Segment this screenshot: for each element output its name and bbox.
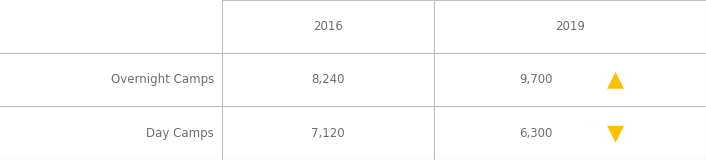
Text: 2016: 2016 — [313, 20, 343, 33]
Text: ▼: ▼ — [607, 123, 625, 143]
Text: Overnight Camps: Overnight Camps — [111, 73, 214, 86]
Text: ▲: ▲ — [607, 70, 625, 90]
Text: 7,120: 7,120 — [311, 127, 345, 140]
Text: 6,300: 6,300 — [519, 127, 552, 140]
Text: Day Camps: Day Camps — [146, 127, 214, 140]
Text: 9,700: 9,700 — [519, 73, 552, 86]
Text: 8,240: 8,240 — [311, 73, 345, 86]
Text: 2019: 2019 — [555, 20, 585, 33]
